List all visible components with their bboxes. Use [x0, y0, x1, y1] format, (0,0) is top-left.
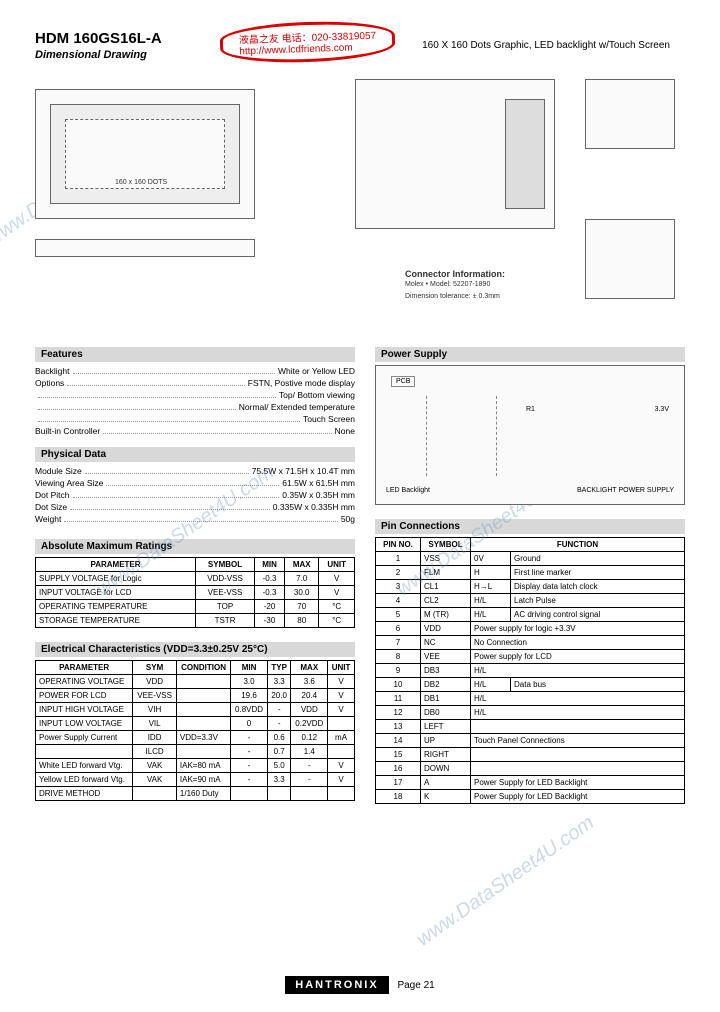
pins-title: Pin Connections — [375, 519, 685, 534]
list-item: Built-in ControllerNone — [35, 425, 355, 437]
table-row: DRIVE METHOD1/160 Duty — [36, 787, 355, 801]
table-row: Power Supply CurrentIDDVDD=3.3V-0.60.12m… — [36, 731, 355, 745]
list-item: Dot Size0.335W x 0.335H mm — [35, 501, 355, 513]
drawing-dots-label: 160 x 160 DOTS — [115, 179, 167, 186]
table-row: 11DB1H/L — [376, 692, 685, 706]
table-row: 13LEFT — [376, 720, 685, 734]
absmax-table: PARAMETERSYMBOLMINMAXUNITSUPPLY VOLTAGE … — [35, 557, 355, 628]
list-item: Touch Screen — [35, 413, 355, 425]
list-item: Module Size75.5W x 71.5H x 10.4T mm — [35, 465, 355, 477]
table-row: 16DOWN — [376, 762, 685, 776]
table-row: 6VDDPower supply for logic +3.3V — [376, 622, 685, 636]
physical-title: Physical Data — [35, 447, 355, 462]
bl-label: BACKLIGHT POWER SUPPLY — [577, 487, 674, 494]
list-item: Weight50g — [35, 513, 355, 525]
watermark: www.DataSheet4U.com — [413, 812, 599, 952]
features-list: BacklightWhite or Yellow LEDOptionsFSTN,… — [35, 365, 355, 437]
table-row: 7NCNo Connection — [376, 636, 685, 650]
list-item: Dot Pitch0.35W x 0.35H mm — [35, 489, 355, 501]
table-row: OPERATING TEMPERATURETOP-2070°C — [36, 600, 355, 614]
table-row: INPUT HIGH VOLTAGEVIH0.8VDD-VDDV — [36, 703, 355, 717]
connector-info-title: Connector Information: — [405, 269, 505, 279]
dimensional-drawing: 160 x 160 DOTS Connector Information: Mo… — [35, 69, 685, 339]
footer-page: Page 21 — [397, 980, 434, 991]
connector-model: Molex • Model: 52207-1890 — [405, 281, 490, 288]
elec-table: PARAMETERSYMCONDITIONMINTYPMAXUNITOPERAT… — [35, 660, 355, 801]
list-item: OptionsFSTN, Postive mode display — [35, 377, 355, 389]
table-row: SUPPLY VOLTAGE for LogicVDD-VSS-0.37.0V — [36, 572, 355, 586]
table-row: OPERATING VOLTAGEVDD3.03.33.6V — [36, 675, 355, 689]
table-row: 4CL2H/LLatch Pulse — [376, 594, 685, 608]
power-title: Power Supply — [375, 347, 685, 362]
page-description: 160 X 160 Dots Graphic, LED backlight w/… — [422, 40, 670, 51]
list-item: Normal/ Extended temperature — [35, 401, 355, 413]
table-row: 12DB0H/L — [376, 706, 685, 720]
list-item: Top/ Bottom viewing — [35, 389, 355, 401]
features-title: Features — [35, 347, 355, 362]
list-item: BacklightWhite or Yellow LED — [35, 365, 355, 377]
table-row: 15RIGHT — [376, 748, 685, 762]
absmax-title: Absolute Maximum Ratings — [35, 539, 355, 554]
table-row: 18KPower Supply for LED Backlight — [376, 790, 685, 804]
table-row: 14UPTouch Panel Connections — [376, 734, 685, 748]
table-row: 9DB3H/L — [376, 664, 685, 678]
table-row: White LED forward Vtg.VAKIAK=80 mA-5.0-V — [36, 759, 355, 773]
led-label: LED Backlight — [386, 487, 430, 494]
table-row: INPUT LOW VOLTAGEVIL0-0.2VDD — [36, 717, 355, 731]
connector-tolerance: Dimension tolerance: ± 0.3mm — [405, 293, 500, 300]
table-row: 2FLMHFirst line marker — [376, 566, 685, 580]
table-row: Yellow LED forward Vtg.VAKIAK=90 mA-3.3-… — [36, 773, 355, 787]
list-item: Viewing Area Size61.5W x 61.5H mm — [35, 477, 355, 489]
r1-label: R1 — [526, 406, 535, 413]
table-row: 17APower Supply for LED Backlight — [376, 776, 685, 790]
table-row: 1VSS0VGround — [376, 552, 685, 566]
pcb-label: PCB — [391, 376, 415, 387]
table-row: INPUT VOLTAGE for LCDVEE-VSS-0.330.0V — [36, 586, 355, 600]
footer-logo: HANTRONIX — [285, 976, 388, 994]
power-diagram: PCB R1 3.3V LED Backlight BACKLIGHT POWE… — [375, 365, 685, 505]
table-row: ILCD-0.71.4 — [36, 745, 355, 759]
elec-title: Electrical Characteristics (VDD=3.3±0.25… — [35, 642, 355, 657]
table-row: 5M (TR)H/LAC driving control signal — [376, 608, 685, 622]
table-row: 3CL1H→LDisplay data latch clock — [376, 580, 685, 594]
page-footer: HANTRONIX Page 21 — [0, 976, 720, 994]
table-row: POWER FOR LCDVEE-VSS19.620.020.4V — [36, 689, 355, 703]
voltage-label: 3.3V — [655, 406, 669, 413]
physical-list: Module Size75.5W x 71.5H x 10.4T mmViewi… — [35, 465, 355, 525]
table-row: 10DB2H/LData bus — [376, 678, 685, 692]
table-row: 8VEEPower supply for LCD — [376, 650, 685, 664]
table-row: STORAGE TEMPERATURETSTR-3080°C — [36, 614, 355, 628]
pins-table: PIN NO.SYMBOLFUNCTION1VSS0VGround2FLMHFi… — [375, 537, 685, 804]
